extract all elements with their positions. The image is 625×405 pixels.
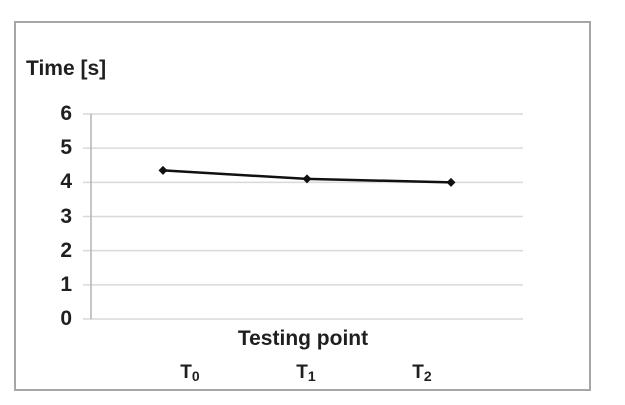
x-tick-label: T2 (412, 362, 432, 384)
y-tick-label: 3 (60, 204, 72, 228)
y-tick-label: 5 (60, 136, 72, 160)
data-point-marker (302, 174, 312, 184)
y-tick-label: 1 (60, 272, 72, 296)
chart-frame (14, 21, 591, 391)
x-axis-tick-labels: T0 T1 T2 (132, 362, 480, 384)
x-axis-title: Testing point (237, 327, 369, 350)
y-tick-label: 2 (60, 238, 72, 262)
data-point-marker (158, 165, 168, 175)
y-tick-label: 0 (60, 307, 72, 330)
x-tick-label: T0 (180, 362, 200, 384)
y-axis-title: Time [s] (26, 57, 107, 80)
data-point-marker (446, 177, 456, 187)
x-tick-label: T1 (296, 362, 316, 384)
y-tick-label: 6 (60, 102, 72, 125)
y-tick-label: 4 (60, 170, 72, 194)
